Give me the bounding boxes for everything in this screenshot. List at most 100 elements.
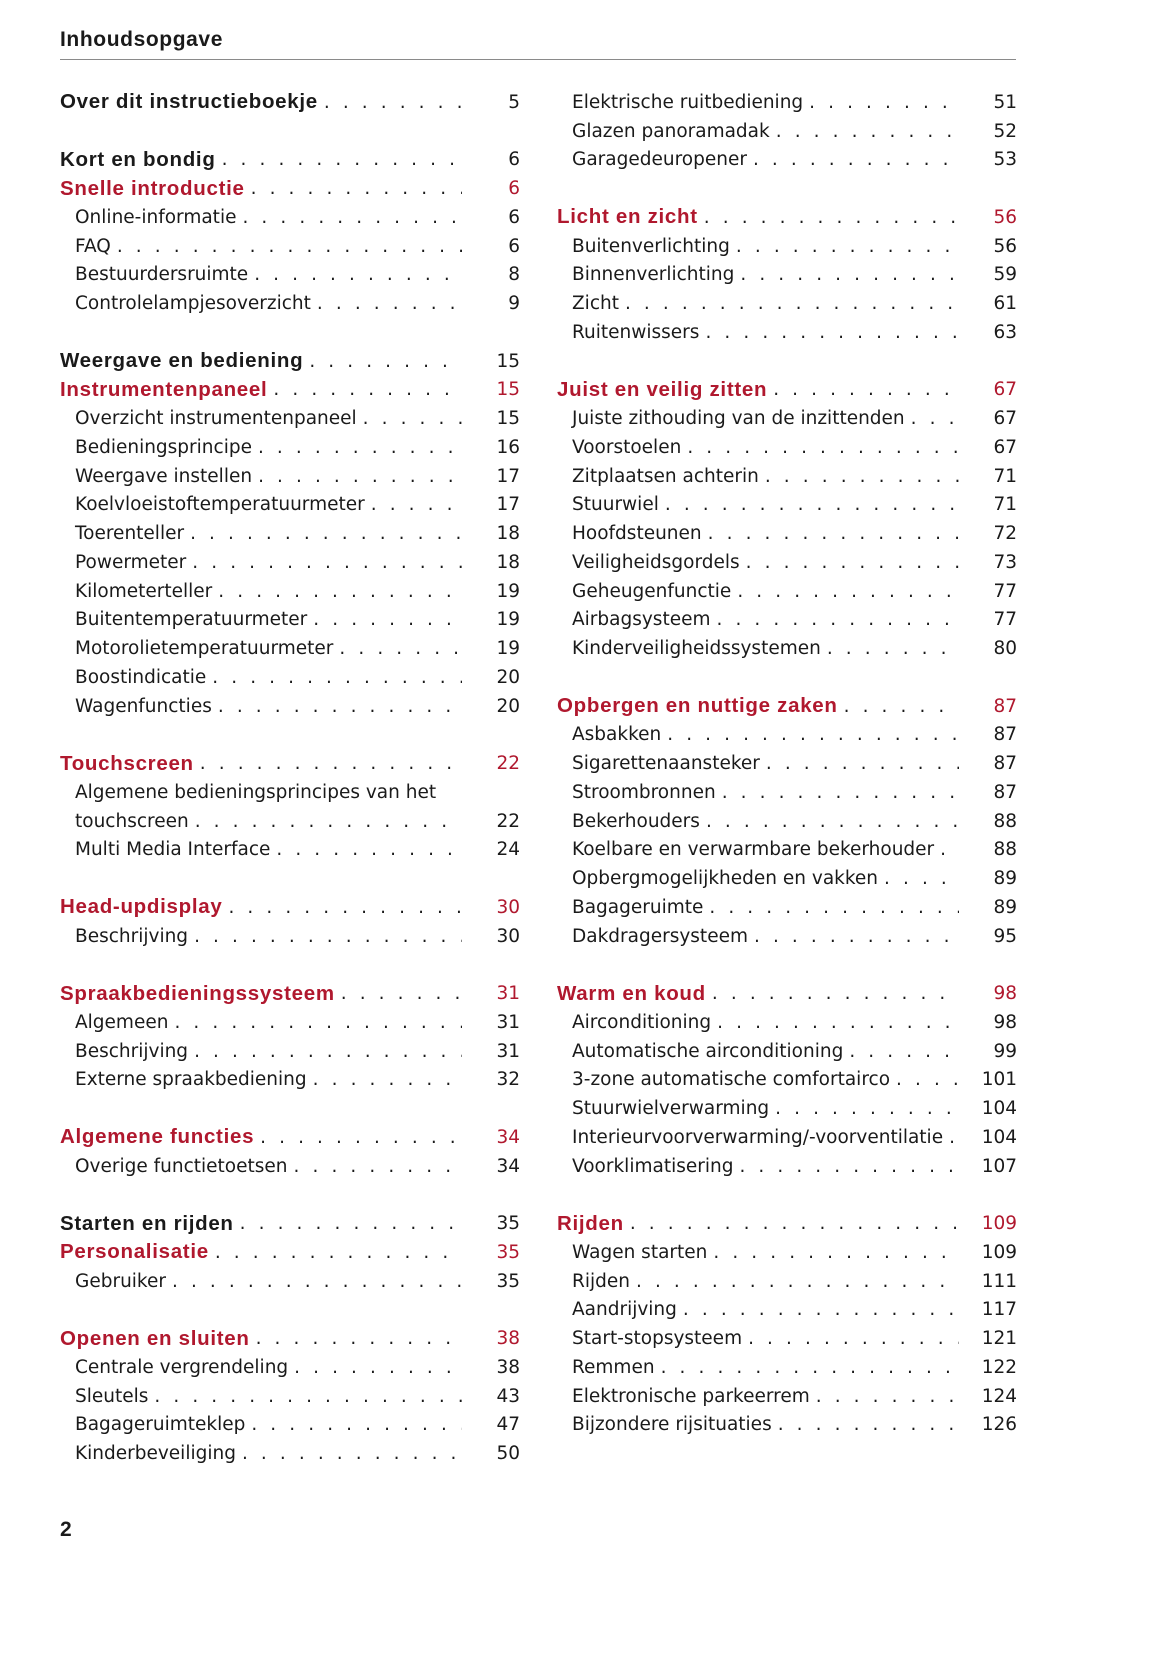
toc-topic-entry[interactable]: Voorstoelen . . . . . . . . . . . . . . … xyxy=(557,433,1017,462)
toc-topic-entry[interactable]: Zitplaatsen achterin . . . . . . . . . .… xyxy=(557,462,1017,491)
toc-topic-entry[interactable]: Beschrijving . . . . . . . . . . . . . .… xyxy=(60,922,520,951)
toc-topic-entry[interactable]: Opbergmogelijkheden en vakken . . . . . … xyxy=(557,864,1017,893)
dot-leader: . . . . . . . . . . . . . . . . . . . . … xyxy=(717,1011,959,1033)
toc-chapter-entry[interactable]: Spraakbedieningssysteem . . . . . . . . … xyxy=(60,979,520,1008)
toc-topic-entry[interactable]: Weergave instellen . . . . . . . . . . .… xyxy=(60,462,520,491)
toc-chapter-entry[interactable]: Warm en koud . . . . . . . . . . . . . .… xyxy=(557,979,1017,1008)
dot-leader: . . . . . . . . . . . . . . . . . . . . … xyxy=(910,408,959,430)
toc-topic-entry[interactable]: Bijzondere rijsituaties . . . . . . . . … xyxy=(557,1411,1017,1440)
toc-topic-entry[interactable]: FAQ . . . . . . . . . . . . . . . . . . … xyxy=(60,232,520,261)
toc-chapter-entry[interactable]: Licht en zicht . . . . . . . . . . . . .… xyxy=(557,203,1017,232)
toc-topic-entry[interactable]: Kinderveiligheidssystemen . . . . . . . … xyxy=(557,634,1017,663)
toc-topic-entry[interactable]: Wagen starten . . . . . . . . . . . . . … xyxy=(557,1238,1017,1267)
toc-topic-entry[interactable]: Hoofdsteunen . . . . . . . . . . . . . .… xyxy=(557,519,1017,548)
toc-topic-entry[interactable]: Juiste zithouding van de inzittenden . .… xyxy=(557,404,1017,433)
toc-topic-entry[interactable]: Elektrische ruitbediening . . . . . . . … xyxy=(557,88,1017,117)
toc-topic-entry[interactable]: Stuurwiel . . . . . . . . . . . . . . . … xyxy=(557,491,1017,520)
toc-topic-entry[interactable]: Voorklimatisering . . . . . . . . . . . … xyxy=(557,1152,1017,1181)
toc-topic-entry[interactable]: Stuurwielverwarming . . . . . . . . . . … xyxy=(557,1094,1017,1123)
toc-chapter-entry[interactable]: Touchscreen . . . . . . . . . . . . . . … xyxy=(60,749,520,778)
dot-leader: . . . . . . . . . . . . . . . . . . . . … xyxy=(705,810,959,832)
toc-chapter-entry[interactable]: Opbergen en nuttige zaken . . . . . . . … xyxy=(557,692,1017,721)
toc-entry-page: 31 xyxy=(496,1011,520,1033)
toc-topic-entry[interactable]: Externe spraakbediening . . . . . . . . … xyxy=(60,1066,520,1095)
toc-topic-entry[interactable]: Veiligheidsgordels . . . . . . . . . . .… xyxy=(557,548,1017,577)
toc-topic-entry-continued[interactable]: touchscreen . . . . . . . . . . . . . . … xyxy=(60,807,520,836)
toc-topic-entry[interactable]: Glazen panoramadak . . . . . . . . . . .… xyxy=(557,117,1017,146)
toc-topic-entry[interactable]: Airconditioning . . . . . . . . . . . . … xyxy=(557,1008,1017,1037)
toc-topic-entry[interactable]: Beschrijving . . . . . . . . . . . . . .… xyxy=(60,1037,520,1066)
toc-entry-page: 67 xyxy=(993,379,1017,401)
toc-topic-entry[interactable]: Bestuurdersruimte . . . . . . . . . . . … xyxy=(60,261,520,290)
toc-topic-entry[interactable]: Elektronische parkeerrem . . . . . . . .… xyxy=(557,1382,1017,1411)
toc-chapter-entry[interactable]: Rijden . . . . . . . . . . . . . . . . .… xyxy=(557,1209,1017,1238)
toc-topic-entry[interactable]: Aandrijving . . . . . . . . . . . . . . … xyxy=(557,1296,1017,1325)
toc-topic-entry[interactable]: Airbagsysteem . . . . . . . . . . . . . … xyxy=(557,606,1017,635)
spacer xyxy=(557,174,1017,203)
toc-chapter-entry[interactable]: Personalisatie . . . . . . . . . . . . .… xyxy=(60,1238,520,1267)
toc-entry-page: 87 xyxy=(993,781,1017,803)
toc-topic-entry[interactable]: Controlelampjesoverzicht . . . . . . . .… xyxy=(60,289,520,318)
toc-entry-title: Algemene functies xyxy=(60,1125,255,1149)
toc-topic-entry[interactable]: Online-informatie . . . . . . . . . . . … xyxy=(60,203,520,232)
toc-topic-entry[interactable]: Kilometerteller . . . . . . . . . . . . … xyxy=(60,577,520,606)
toc-topic-entry[interactable]: Interieurvoorverwarming/-voorventilatie … xyxy=(557,1123,1017,1152)
toc-topic-entry[interactable]: Garagedeuropener . . . . . . . . . . . .… xyxy=(557,146,1017,175)
toc-part-entry[interactable]: Over dit instructieboekje . . . . . . . … xyxy=(60,88,520,117)
toc-topic-entry[interactable]: Bagageruimteklep . . . . . . . . . . . .… xyxy=(60,1411,520,1440)
toc-chapter-entry[interactable]: Head-updisplay . . . . . . . . . . . . .… xyxy=(60,893,520,922)
toc-chapter-entry[interactable]: Algemene functies . . . . . . . . . . . … xyxy=(60,1123,520,1152)
toc-chapter-entry[interactable]: Snelle introductie . . . . . . . . . . .… xyxy=(60,174,520,203)
toc-entry-title: Stroombronnen xyxy=(572,781,716,803)
toc-topic-entry[interactable]: Stroombronnen . . . . . . . . . . . . . … xyxy=(557,778,1017,807)
toc-topic-entry[interactable]: Multi Media Interface . . . . . . . . . … xyxy=(60,836,520,865)
toc-entry-page: 88 xyxy=(993,839,1017,861)
toc-topic-entry[interactable]: Dakdragersysteem . . . . . . . . . . . .… xyxy=(557,922,1017,951)
toc-topic-entry[interactable]: Motorolietemperatuurmeter . . . . . . . … xyxy=(60,634,520,663)
toc-topic-entry[interactable]: Gebruiker . . . . . . . . . . . . . . . … xyxy=(60,1267,520,1296)
toc-part-entry[interactable]: Kort en bondig . . . . . . . . . . . . .… xyxy=(60,146,520,175)
toc-topic-entry[interactable]: Bagageruimte . . . . . . . . . . . . . .… xyxy=(557,893,1017,922)
toc-topic-entry[interactable]: Koelvloeistoftemperatuurmeter . . . . . … xyxy=(60,491,520,520)
toc-topic-entry[interactable]: Centrale vergrendeling . . . . . . . . .… xyxy=(60,1353,520,1382)
toc-chapter-entry[interactable]: Instrumentenpaneel . . . . . . . . . . .… xyxy=(60,376,520,405)
toc-topic-entry[interactable]: Algemeen . . . . . . . . . . . . . . . .… xyxy=(60,1008,520,1037)
toc-topic-entry[interactable]: Toerenteller . . . . . . . . . . . . . .… xyxy=(60,519,520,548)
toc-topic-entry[interactable]: Ruitenwissers . . . . . . . . . . . . . … xyxy=(557,318,1017,347)
toc-topic-entry[interactable]: 3-zone automatische comfortairco . . . .… xyxy=(557,1066,1017,1095)
toc-topic-entry[interactable]: Bedieningsprincipe . . . . . . . . . . .… xyxy=(60,433,520,462)
toc-topic-entry[interactable]: Wagenfuncties . . . . . . . . . . . . . … xyxy=(60,692,520,721)
toc-topic-entry[interactable]: Binnenverlichting . . . . . . . . . . . … xyxy=(557,261,1017,290)
toc-entry-title: Powermeter xyxy=(75,551,187,573)
toc-topic-entry[interactable]: Buitenverlichting . . . . . . . . . . . … xyxy=(557,232,1017,261)
toc-topic-entry[interactable]: Koelbare en verwarmbare bekerhouder . . … xyxy=(557,836,1017,865)
toc-topic-entry[interactable]: Automatische airconditioning . . . . . .… xyxy=(557,1037,1017,1066)
toc-entry-page: 17 xyxy=(496,465,520,487)
toc-topic-entry[interactable]: Bekerhouders . . . . . . . . . . . . . .… xyxy=(557,807,1017,836)
toc-topic-entry[interactable]: Powermeter . . . . . . . . . . . . . . .… xyxy=(60,548,520,577)
toc-topic-entry[interactable]: Rijden . . . . . . . . . . . . . . . . .… xyxy=(557,1267,1017,1296)
toc-chapter-entry[interactable]: Juist en veilig zitten . . . . . . . . .… xyxy=(557,376,1017,405)
toc-topic-entry[interactable]: Buitentemperatuurmeter . . . . . . . . .… xyxy=(60,606,520,635)
toc-topic-entry[interactable]: Algemene bedieningsprincipes van het xyxy=(60,778,520,807)
toc-entry-title: Bagageruimte xyxy=(572,896,704,918)
toc-topic-entry[interactable]: Overige functietoetsen . . . . . . . . .… xyxy=(60,1152,520,1181)
toc-topic-entry[interactable]: Remmen . . . . . . . . . . . . . . . . .… xyxy=(557,1353,1017,1382)
toc-topic-entry[interactable]: Sleutels . . . . . . . . . . . . . . . .… xyxy=(60,1382,520,1411)
toc-entry-page: 111 xyxy=(981,1270,1017,1292)
toc-topic-entry[interactable]: Zicht . . . . . . . . . . . . . . . . . … xyxy=(557,289,1017,318)
toc-topic-entry[interactable]: Kinderbeveiliging . . . . . . . . . . . … xyxy=(60,1439,520,1468)
toc-entry-title: Start-stopsysteem xyxy=(572,1328,743,1350)
toc-part-entry[interactable]: Weergave en bediening . . . . . . . . . … xyxy=(60,347,520,376)
toc-part-entry[interactable]: Starten en rijden . . . . . . . . . . . … xyxy=(60,1209,520,1238)
toc-topic-entry[interactable]: Asbakken . . . . . . . . . . . . . . . .… xyxy=(557,721,1017,750)
toc-topic-entry[interactable]: Sigarettenaansteker . . . . . . . . . . … xyxy=(557,749,1017,778)
toc-chapter-entry[interactable]: Openen en sluiten . . . . . . . . . . . … xyxy=(60,1324,520,1353)
toc-topic-entry[interactable]: Boostindicatie . . . . . . . . . . . . .… xyxy=(60,663,520,692)
toc-topic-entry[interactable]: Start-stopsysteem . . . . . . . . . . . … xyxy=(557,1324,1017,1353)
dot-leader: . . . . . . . . . . . . . . . . . . . . … xyxy=(194,810,462,832)
toc-topic-entry[interactable]: Geheugenfunctie . . . . . . . . . . . . … xyxy=(557,577,1017,606)
dot-leader: . . . . . . . . . . . . . . . . . . . . … xyxy=(116,235,462,257)
toc-entry-title: Binnenverlichting xyxy=(572,264,735,286)
toc-topic-entry[interactable]: Overzicht instrumentenpaneel . . . . . .… xyxy=(60,404,520,433)
